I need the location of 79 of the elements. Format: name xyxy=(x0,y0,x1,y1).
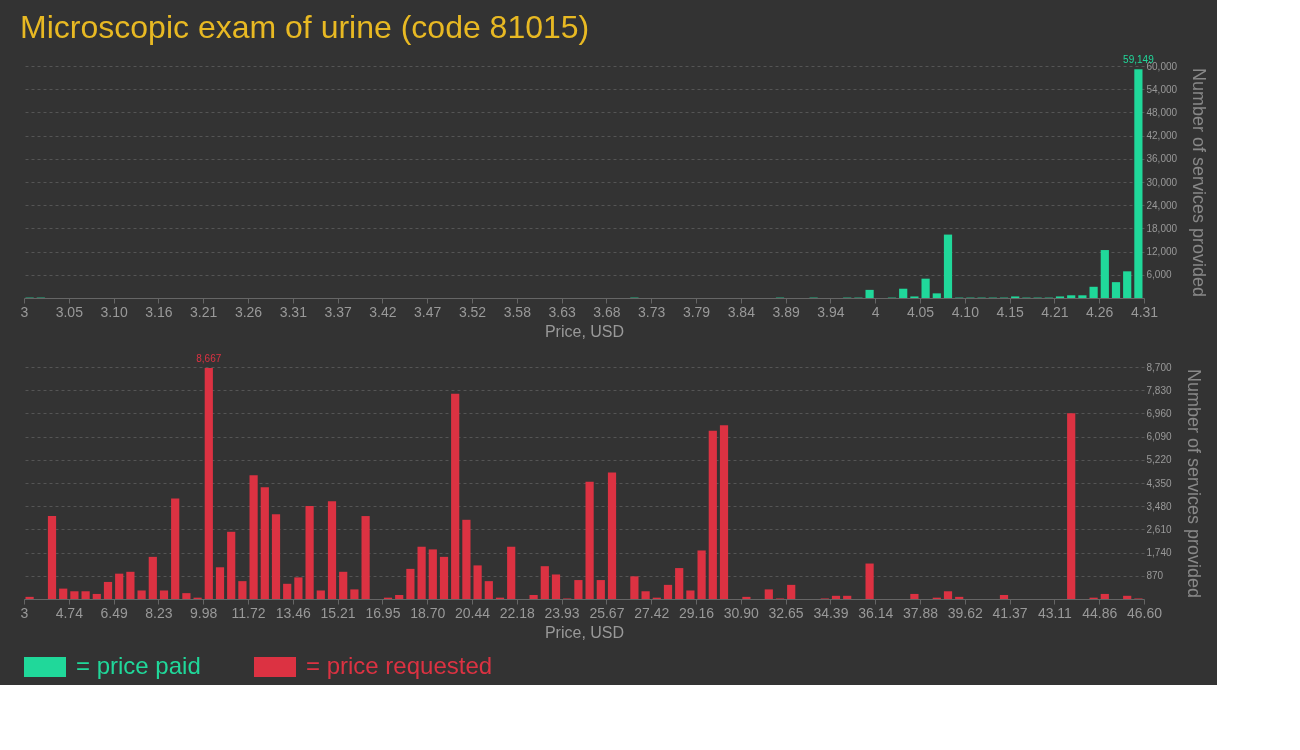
x-tick-label: 3.73 xyxy=(638,303,666,320)
x-tick-label: 4.10 xyxy=(951,303,980,320)
y-tick-label: 42,000 xyxy=(1146,130,1178,142)
x-tick-label: 3.52 xyxy=(458,303,487,320)
y-tick-label: 1,740 xyxy=(1146,547,1172,559)
x-tick-label: 3.31 xyxy=(279,303,308,320)
x-tick-label: 44.86 xyxy=(1082,604,1118,621)
x-tick-label: 3.21 xyxy=(190,303,218,320)
x-tick-label: 18.70 xyxy=(410,604,446,621)
y-tick-label: 6,960 xyxy=(1146,407,1172,419)
y-tick-label: 8,700 xyxy=(1146,361,1172,373)
x-tick-label: 46.60 xyxy=(1126,604,1163,621)
x-tick-label: 22.18 xyxy=(499,604,536,621)
x-tick-label: 20.44 xyxy=(454,604,491,621)
y-tick-label: 36,000 xyxy=(1146,153,1178,165)
x-tick-label: 4.26 xyxy=(1086,303,1114,320)
y-tick-label: 870 xyxy=(1146,570,1164,582)
x-tick-label: 43.11 xyxy=(1037,604,1073,621)
y-tick-label: 24,000 xyxy=(1146,199,1178,211)
y-tick-label: 18,000 xyxy=(1146,222,1178,234)
data-label: 8,667 xyxy=(196,352,222,364)
x-tick-label: 3.58 xyxy=(503,303,532,320)
y-tick-label: 54,000 xyxy=(1146,83,1178,95)
y-tick-label: 2,610 xyxy=(1146,523,1172,535)
x-tick-label: 4.31 xyxy=(1130,303,1159,320)
y-tick-label: 7,830 xyxy=(1146,384,1172,396)
x-tick-label: 8.23 xyxy=(145,604,173,621)
x-tick-label: 3.37 xyxy=(324,303,352,320)
chart-title: Microscopic exam of urine (code 81015) xyxy=(20,9,590,46)
x-tick-label: 3 xyxy=(20,303,29,320)
x-axis-title: Price, USD xyxy=(544,623,625,641)
y-tick-label: 3,480 xyxy=(1146,500,1172,512)
x-axis-title: Price, USD xyxy=(544,322,625,340)
x-tick-label: 3.26 xyxy=(234,303,263,320)
x-tick-label: 36.14 xyxy=(858,604,894,621)
y-tick-label: 48,000 xyxy=(1146,106,1178,118)
legend-label: = price paid xyxy=(76,652,201,679)
x-tick-label: 4 xyxy=(871,303,880,320)
x-tick-label: 3.47 xyxy=(414,303,442,320)
y-tick-label: 6,000 xyxy=(1146,269,1172,281)
x-tick-label: 3.94 xyxy=(817,303,845,320)
x-tick-label: 3.63 xyxy=(548,303,576,320)
x-tick-label: 41.37 xyxy=(992,604,1028,621)
x-tick-label: 15.21 xyxy=(320,604,356,621)
x-tick-label: 23.93 xyxy=(544,604,580,621)
x-tick-label: 4.74 xyxy=(55,604,84,621)
x-tick-label: 6.49 xyxy=(100,604,128,621)
x-tick-label: 39.62 xyxy=(947,604,984,621)
x-tick-label: 3.89 xyxy=(772,303,800,320)
y-tick-label: 12,000 xyxy=(1146,246,1178,258)
y-tick-label: 6,090 xyxy=(1146,431,1172,443)
x-tick-label: 27.42 xyxy=(634,604,670,621)
x-tick-label: 25.67 xyxy=(589,604,625,621)
x-tick-label: 3.10 xyxy=(100,303,128,320)
x-tick-label: 3 xyxy=(20,604,29,621)
x-tick-label: 16.95 xyxy=(365,604,401,621)
x-tick-label: 3.16 xyxy=(145,303,173,320)
x-tick-label: 37.88 xyxy=(902,604,939,621)
x-tick-label: 34.39 xyxy=(813,604,849,621)
x-tick-label: 29.16 xyxy=(678,604,715,621)
x-tick-label: 9.98 xyxy=(190,604,218,621)
x-tick-label: 3.79 xyxy=(682,303,711,320)
legend-label: = price requested xyxy=(306,652,493,679)
x-tick-label: 30.90 xyxy=(723,604,760,621)
x-tick-label: 13.46 xyxy=(275,604,312,621)
y-axis-title: Number of services provided xyxy=(1183,368,1204,599)
x-tick-label: 3.68 xyxy=(593,303,621,320)
x-tick-label: 4.05 xyxy=(906,303,935,320)
y-tick-label: 5,220 xyxy=(1146,454,1172,466)
y-tick-label: 4,350 xyxy=(1146,477,1172,489)
y-axis-title: Number of services provided xyxy=(1189,67,1210,298)
x-tick-label: 4.15 xyxy=(996,303,1024,320)
x-tick-label: 3.84 xyxy=(727,303,756,320)
y-tick-label: 30,000 xyxy=(1146,176,1178,188)
x-tick-label: 3.05 xyxy=(55,303,84,320)
x-tick-label: 32.65 xyxy=(768,604,804,621)
x-tick-label: 11.72 xyxy=(231,604,266,621)
x-tick-label: 4.21 xyxy=(1041,303,1069,320)
x-tick-label: 3.42 xyxy=(369,303,397,320)
